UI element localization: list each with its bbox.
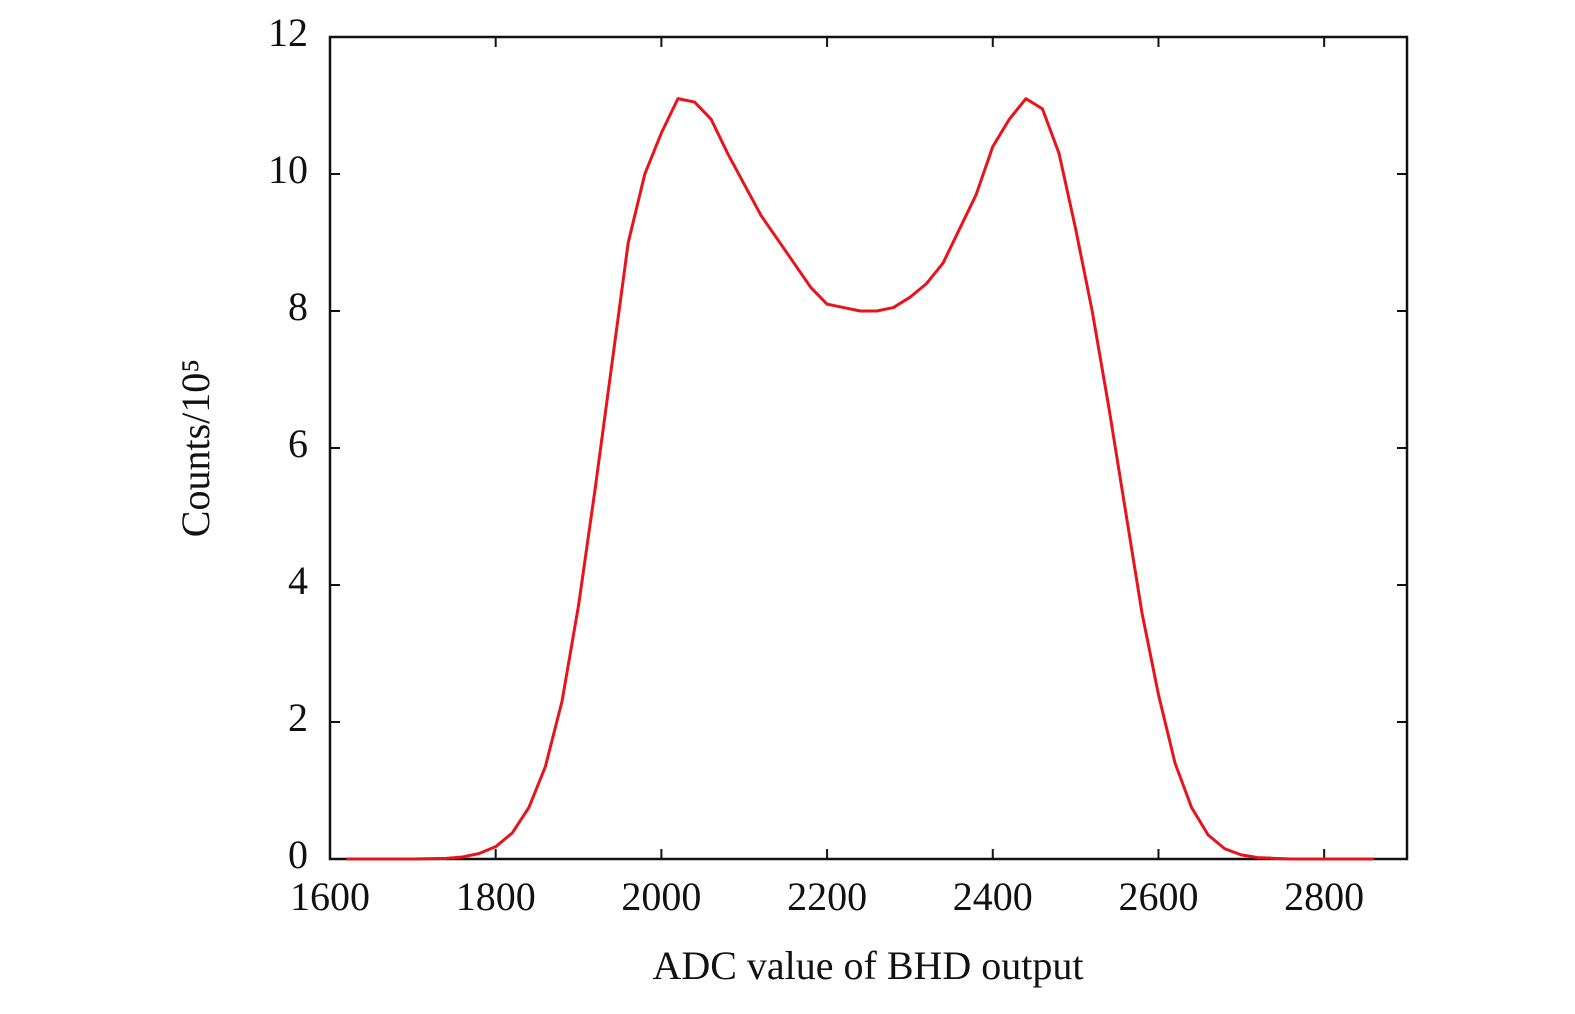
plot-frame — [328, 35, 1409, 861]
x-tick-label: 1600 — [290, 874, 370, 919]
y-axis-label: Counts/10⁵ — [173, 359, 218, 537]
x-tick-label: 2000 — [621, 874, 701, 919]
y-tick-label: 4 — [288, 558, 308, 603]
x-tick-label: 2600 — [1118, 874, 1198, 919]
x-tick-label: 2800 — [1284, 874, 1364, 919]
x-tick-label: 2200 — [787, 874, 867, 919]
y-tick-label: 0 — [288, 832, 308, 877]
data-line — [346, 97, 1374, 861]
y-tick-label: 2 — [288, 695, 308, 740]
x-tick-label: 2400 — [953, 874, 1033, 919]
x-axis-label: ADC value of BHD output — [652, 943, 1083, 988]
x-tick-label: 1800 — [456, 874, 536, 919]
y-tick-label: 10 — [268, 147, 308, 192]
y-tick-label: 6 — [288, 421, 308, 466]
y-tick-label: 12 — [268, 10, 308, 55]
y-tick-label: 8 — [288, 284, 308, 329]
